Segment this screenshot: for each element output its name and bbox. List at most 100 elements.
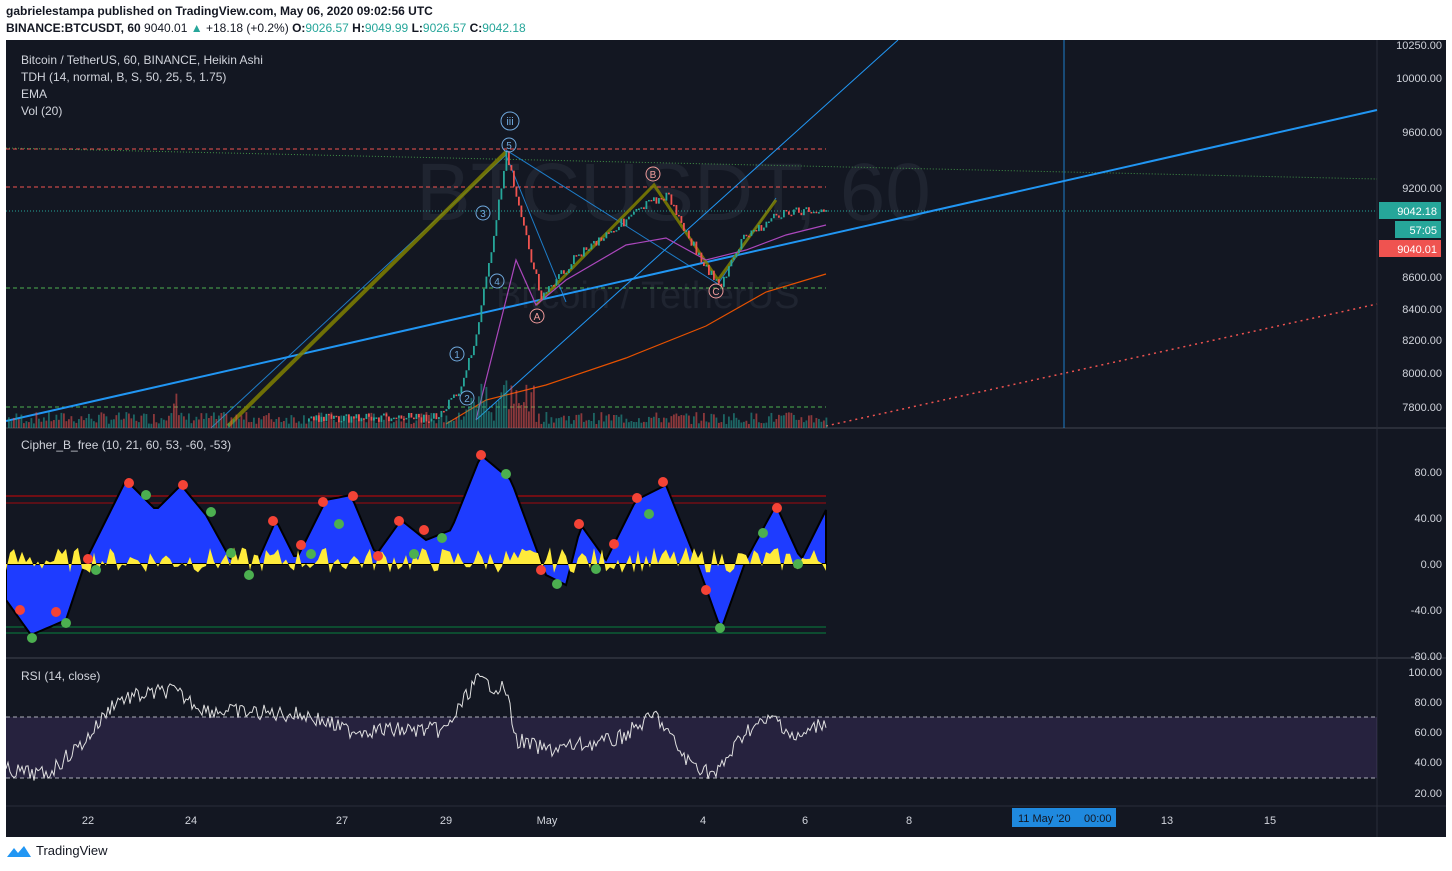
price-axis[interactable]: 10250.00 10000.00 9600.00 9200.00 8600.0… xyxy=(1396,40,1442,414)
candle[interactable] xyxy=(818,212,820,214)
cipher-buy-dot[interactable] xyxy=(306,549,316,559)
candle[interactable] xyxy=(685,230,688,233)
candle[interactable] xyxy=(758,225,760,232)
cipher-sell-dot[interactable] xyxy=(124,478,134,488)
cipher-buy-dot[interactable] xyxy=(206,507,216,517)
wave-label-1[interactable] xyxy=(449,346,465,362)
cipher-sell-dot[interactable] xyxy=(658,477,668,487)
candle[interactable] xyxy=(408,413,410,418)
candle[interactable] xyxy=(770,218,773,222)
candle[interactable] xyxy=(720,283,723,287)
candle[interactable] xyxy=(363,418,365,420)
candle[interactable] xyxy=(743,234,745,240)
cipher-buy-dot[interactable] xyxy=(61,618,71,628)
wave-labels[interactable]: iii 5 3 4 1 2 A B C xyxy=(449,111,724,406)
wave-label-5[interactable] xyxy=(501,137,517,153)
candle[interactable] xyxy=(398,415,400,418)
candle[interactable] xyxy=(800,212,803,216)
candle[interactable] xyxy=(393,417,395,420)
wave-label-a[interactable] xyxy=(529,308,545,324)
candle[interactable] xyxy=(633,211,635,215)
wave-label-b[interactable] xyxy=(645,166,661,182)
cipher-sell-dot[interactable] xyxy=(296,540,306,550)
cipher-sell-dot[interactable] xyxy=(348,491,358,501)
cipher-buy-dot[interactable] xyxy=(501,469,511,479)
candle[interactable] xyxy=(805,207,808,210)
candle[interactable] xyxy=(320,416,323,422)
cipher-sell-dot[interactable] xyxy=(51,607,61,617)
candle[interactable] xyxy=(573,255,575,265)
candle[interactable] xyxy=(418,413,420,418)
candle[interactable] xyxy=(513,170,515,187)
candle[interactable] xyxy=(388,416,390,422)
candle[interactable] xyxy=(433,413,435,419)
candle[interactable] xyxy=(563,270,565,274)
candle[interactable] xyxy=(505,151,508,171)
cipher-buy-dot[interactable] xyxy=(226,548,236,558)
rsi-line[interactable] xyxy=(6,672,827,781)
cipher-sell-dot[interactable] xyxy=(268,516,278,526)
candle[interactable] xyxy=(330,414,333,419)
candle[interactable] xyxy=(545,292,548,294)
candle[interactable] xyxy=(350,416,353,423)
cipher-sell-dot[interactable] xyxy=(609,539,619,549)
candle[interactable] xyxy=(338,416,340,423)
candle[interactable] xyxy=(745,234,748,237)
candle[interactable] xyxy=(473,345,475,356)
candle[interactable] xyxy=(543,292,545,300)
candle[interactable] xyxy=(748,235,750,238)
wave-path-correction[interactable] xyxy=(534,182,778,307)
candle[interactable] xyxy=(575,255,578,257)
rsi-legend[interactable]: RSI (14, close) xyxy=(21,669,101,683)
candle[interactable] xyxy=(773,213,775,219)
cipher-buy-dot[interactable] xyxy=(334,519,344,529)
candle[interactable] xyxy=(538,273,540,291)
candle[interactable] xyxy=(635,208,638,212)
cipher-buy-dot[interactable] xyxy=(715,623,725,633)
candles[interactable] xyxy=(308,151,828,423)
candle[interactable] xyxy=(533,262,535,270)
candle[interactable] xyxy=(530,249,533,263)
candle[interactable] xyxy=(795,207,798,210)
candle[interactable] xyxy=(375,417,378,419)
candle[interactable] xyxy=(740,239,743,250)
cipher-buy-dot[interactable] xyxy=(552,579,562,589)
candle[interactable] xyxy=(775,213,778,216)
candle[interactable] xyxy=(400,415,403,419)
cipher-buy-dot[interactable] xyxy=(793,559,803,569)
candle[interactable] xyxy=(370,416,373,421)
cipher-waves[interactable] xyxy=(6,450,827,643)
candle[interactable] xyxy=(595,240,598,246)
cipher-sell-dot[interactable] xyxy=(632,493,642,503)
candle[interactable] xyxy=(333,415,335,419)
candle[interactable] xyxy=(815,211,818,214)
candle[interactable] xyxy=(450,397,453,400)
candle[interactable] xyxy=(578,254,580,256)
candle[interactable] xyxy=(750,230,753,236)
cipher-sell-dot[interactable] xyxy=(178,480,188,490)
cipher-sell-dot[interactable] xyxy=(15,605,25,615)
candle[interactable] xyxy=(510,165,513,171)
candle[interactable] xyxy=(335,415,338,418)
candle[interactable] xyxy=(328,413,330,416)
candle[interactable] xyxy=(423,414,425,423)
candle[interactable] xyxy=(308,418,310,422)
candle[interactable] xyxy=(453,394,455,398)
candle[interactable] xyxy=(413,417,415,420)
candle[interactable] xyxy=(465,370,468,378)
candle[interactable] xyxy=(785,210,788,212)
candle[interactable] xyxy=(765,221,768,228)
candle[interactable] xyxy=(588,249,590,251)
candle[interactable] xyxy=(725,276,728,279)
candle[interactable] xyxy=(490,252,493,264)
candle[interactable] xyxy=(560,270,563,275)
cipher-axis[interactable]: 80.00 40.00 0.00 -40.00 -80.00 xyxy=(1411,467,1442,663)
candle[interactable] xyxy=(808,207,810,212)
candle[interactable] xyxy=(468,358,470,371)
candle[interactable] xyxy=(395,417,398,420)
wave-label-iii[interactable] xyxy=(500,111,520,131)
candle[interactable] xyxy=(435,413,438,420)
cipher-sell-dot[interactable] xyxy=(373,551,383,561)
candle[interactable] xyxy=(678,214,680,217)
candle[interactable] xyxy=(798,207,800,213)
